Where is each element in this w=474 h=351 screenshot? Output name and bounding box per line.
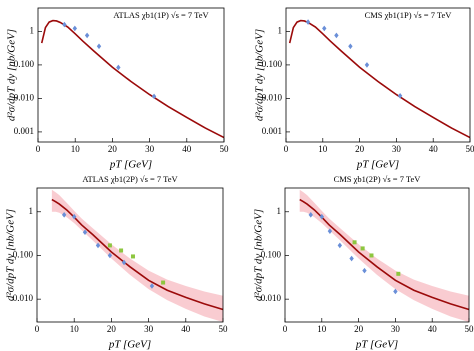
y-tick-label: 1 <box>29 206 34 216</box>
x-tick-label: 30 <box>392 144 402 154</box>
x-tick-label: 30 <box>144 324 154 334</box>
plot-frame <box>36 187 224 323</box>
theory-curve <box>51 198 224 311</box>
y-tick-label: 0.010 <box>261 293 282 303</box>
plot-frame <box>37 7 225 143</box>
x-tick-label: 30 <box>145 144 155 154</box>
x-tick-label: 40 <box>182 144 192 154</box>
data-point <box>397 92 403 99</box>
y-tick-label: 0.010 <box>262 92 283 102</box>
data-point <box>72 213 77 220</box>
x-tick-label: 10 <box>318 144 328 154</box>
y-tick-label: 0.100 <box>262 59 283 69</box>
data-point <box>322 25 327 32</box>
x-tick-label: 40 <box>428 324 438 334</box>
x-axis-label: pT [GeV] <box>109 159 152 171</box>
data-point <box>61 212 67 218</box>
data-point <box>82 229 88 236</box>
y-tick-label: 1 <box>30 25 35 35</box>
y-tick-label: 0.001 <box>14 126 34 136</box>
data-point <box>116 64 121 71</box>
y-tick-label: 0.010 <box>14 92 35 102</box>
x-tick-label: 50 <box>466 144 474 154</box>
x-tick-label: 40 <box>181 324 191 334</box>
x-tick-label: 0 <box>35 324 40 334</box>
x-tick-label: 10 <box>71 144 81 154</box>
y-axis-label: d²σ/dpT dy [nb/GeV] <box>253 209 265 301</box>
y-tick-label: 0.001 <box>262 126 282 136</box>
data-point <box>130 254 135 259</box>
y-axis-label: d²σ/dpT dy [nb/GeV] <box>6 29 18 121</box>
x-tick-label: 20 <box>107 324 117 334</box>
y-axis-label: d²σ/dpT dy [nb/GeV] <box>254 29 266 121</box>
data-point <box>95 242 101 249</box>
uncertainty-band <box>299 189 469 322</box>
data-point <box>337 242 343 249</box>
data-point <box>84 32 90 39</box>
data-point <box>161 280 166 285</box>
chart-title: ATLAS χb1(2P) √s = 7 TeV <box>82 174 178 184</box>
y-tick-label: 0.010 <box>13 293 34 303</box>
data-point <box>364 62 370 68</box>
data-point <box>327 228 333 234</box>
x-axis-label: pT [GeV] <box>356 159 399 171</box>
x-tick-label: 10 <box>317 324 327 334</box>
data-point <box>149 283 155 289</box>
theory-curve <box>40 19 225 139</box>
x-tick-label: 50 <box>220 144 230 154</box>
x-tick-label: 0 <box>283 324 288 334</box>
y-tick-label: 0.100 <box>261 250 282 260</box>
x-tick-label: 30 <box>391 324 401 334</box>
data-point <box>334 32 339 39</box>
x-tick-label: 50 <box>465 324 474 334</box>
x-axis-label: pT [GeV] <box>355 339 398 351</box>
chart-title: CMS χb1(1P) √s = 7 TeV <box>365 10 453 20</box>
data-point <box>121 259 127 266</box>
data-point <box>119 248 124 253</box>
data-point <box>393 288 398 295</box>
data-point <box>396 271 401 276</box>
data-point <box>151 93 157 100</box>
x-tick-label: 20 <box>108 144 118 154</box>
data-point <box>349 255 354 262</box>
y-axis-label: d²σ/dpT dy [nb/GeV] <box>5 209 17 301</box>
theory-curve <box>299 198 470 311</box>
y-tick-label: 0.100 <box>14 59 35 69</box>
x-axis-label: pT [GeV] <box>108 339 151 351</box>
data-point <box>352 240 357 245</box>
x-tick-label: 0 <box>36 144 41 154</box>
data-point <box>107 252 113 259</box>
x-tick-label: 0 <box>284 144 289 154</box>
data-point <box>62 21 67 28</box>
chart-title: CMS χb1(2P) √s = 7 TeV <box>334 174 422 184</box>
data-point <box>319 213 324 220</box>
data-point <box>308 212 313 218</box>
data-point <box>360 246 365 251</box>
x-tick-label: 20 <box>355 144 365 154</box>
data-point <box>362 267 367 274</box>
x-tick-label: 50 <box>219 324 229 334</box>
y-tick-label: 1 <box>277 206 282 216</box>
x-tick-label: 10 <box>70 324 80 334</box>
plot-frame <box>284 187 470 323</box>
data-point <box>107 243 112 248</box>
data-point <box>369 253 374 258</box>
data-point <box>96 43 102 50</box>
data-point <box>72 25 78 32</box>
data-point <box>305 19 311 25</box>
y-tick-label: 0.100 <box>13 250 34 260</box>
y-tick-label: 1 <box>278 25 283 35</box>
uncertainty-band <box>51 189 223 322</box>
chart-title: ATLAS χb1(1P) √s = 7 TeV <box>113 10 209 20</box>
x-tick-label: 40 <box>429 144 439 154</box>
data-point <box>348 43 353 50</box>
theory-curve <box>288 19 471 139</box>
plot-frame <box>285 7 471 143</box>
x-tick-label: 20 <box>354 324 364 334</box>
